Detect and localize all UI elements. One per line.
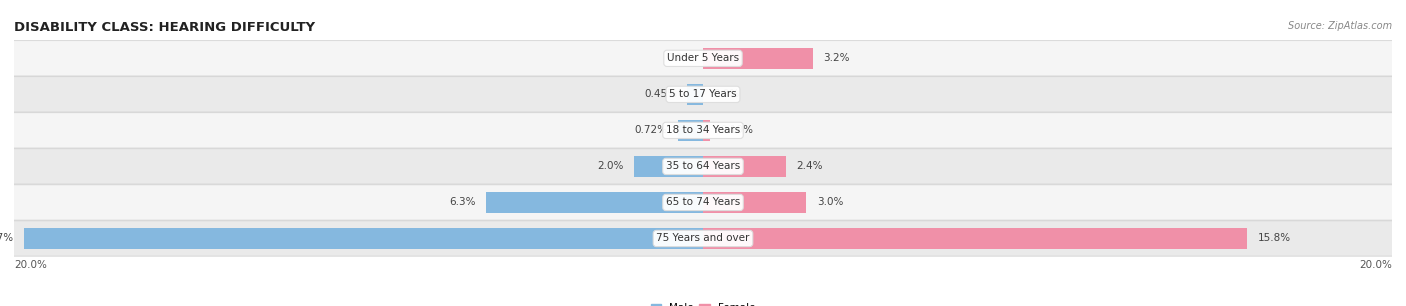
Text: Under 5 Years: Under 5 Years [666, 53, 740, 63]
Bar [688, 84, 703, 105]
Text: 18 to 34 Years: 18 to 34 Years [666, 125, 740, 135]
FancyBboxPatch shape [13, 221, 1393, 256]
Text: 75 Years and over: 75 Years and over [657, 233, 749, 244]
Text: 19.7%: 19.7% [0, 233, 14, 244]
Bar [486, 192, 703, 213]
Text: 15.8%: 15.8% [1257, 233, 1291, 244]
Text: 0.45%: 0.45% [644, 89, 678, 99]
Bar [703, 192, 807, 213]
Text: 20.0%: 20.0% [14, 260, 46, 270]
Text: 0.0%: 0.0% [666, 53, 693, 63]
Legend: Male, Female: Male, Female [647, 299, 759, 306]
Text: 3.0%: 3.0% [817, 197, 844, 207]
Text: 0.19%: 0.19% [720, 125, 752, 135]
FancyBboxPatch shape [13, 149, 1393, 184]
Text: 5 to 17 Years: 5 to 17 Years [669, 89, 737, 99]
FancyBboxPatch shape [13, 185, 1393, 220]
Bar [634, 156, 703, 177]
Text: Source: ZipAtlas.com: Source: ZipAtlas.com [1288, 21, 1392, 32]
Bar [703, 47, 813, 69]
Text: 3.2%: 3.2% [824, 53, 851, 63]
Bar [678, 120, 703, 141]
Bar [703, 156, 786, 177]
FancyBboxPatch shape [13, 77, 1393, 112]
Text: 65 to 74 Years: 65 to 74 Years [666, 197, 740, 207]
Text: 20.0%: 20.0% [1360, 260, 1392, 270]
Text: 2.0%: 2.0% [598, 162, 624, 171]
Text: 6.3%: 6.3% [449, 197, 475, 207]
Bar [703, 228, 1247, 249]
Text: 2.4%: 2.4% [796, 162, 823, 171]
FancyBboxPatch shape [13, 41, 1393, 76]
Bar [24, 228, 703, 249]
FancyBboxPatch shape [13, 113, 1393, 148]
Text: 35 to 64 Years: 35 to 64 Years [666, 162, 740, 171]
Text: 0.0%: 0.0% [713, 89, 740, 99]
Bar [703, 120, 710, 141]
Text: 0.72%: 0.72% [636, 125, 668, 135]
Text: DISABILITY CLASS: HEARING DIFFICULTY: DISABILITY CLASS: HEARING DIFFICULTY [14, 21, 315, 34]
